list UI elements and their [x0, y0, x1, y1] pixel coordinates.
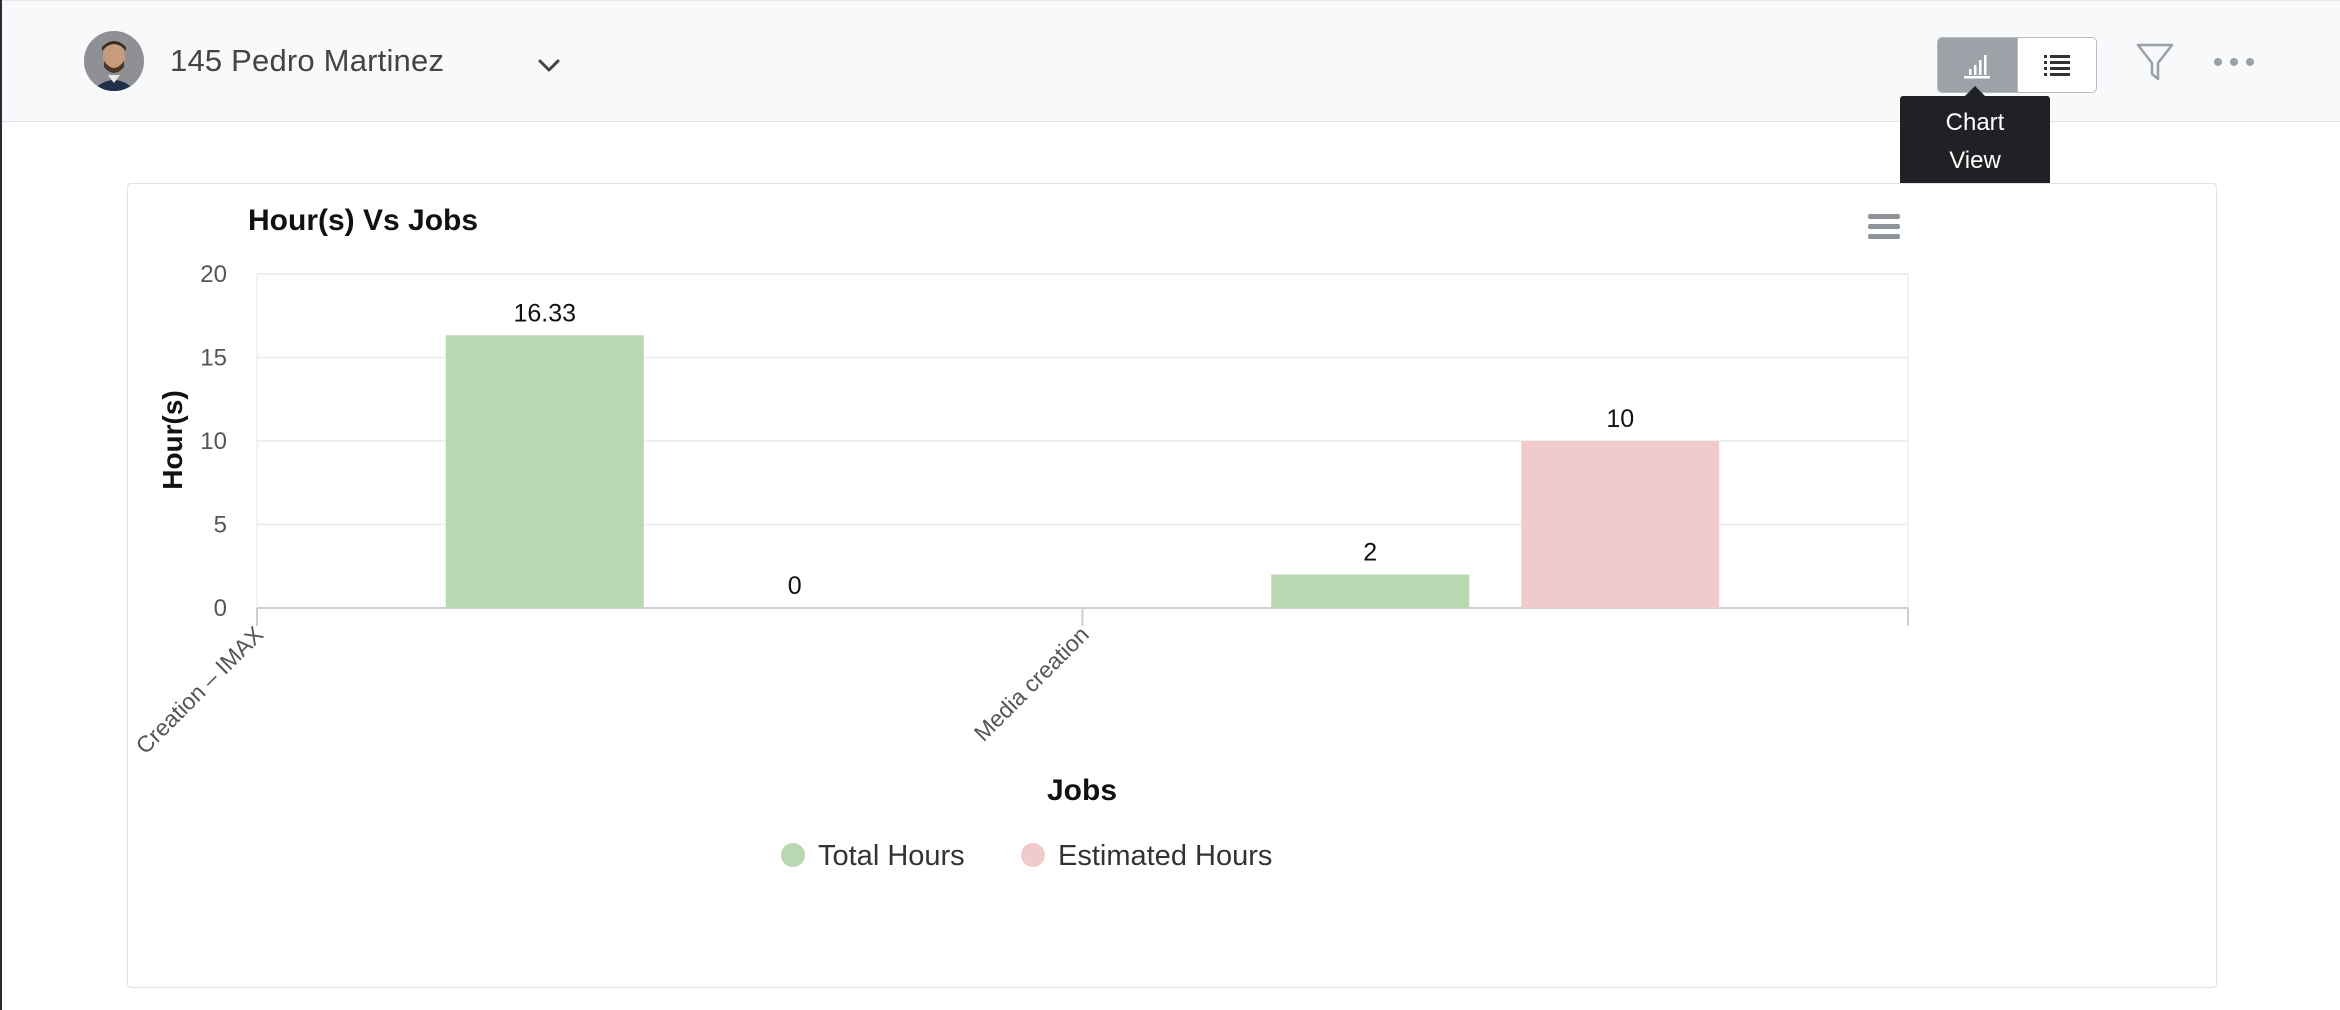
window-edge [0, 0, 2, 1010]
user-name: 145 Pedro Martinez [170, 43, 445, 78]
avatar[interactable] [84, 31, 144, 91]
chevron-down-icon[interactable] [534, 53, 564, 79]
x-tick-label: Media creation [969, 621, 1094, 746]
chart-menu-icon[interactable] [1866, 212, 1902, 242]
view-toggle [1937, 37, 2097, 93]
filter-icon[interactable] [2134, 41, 2176, 83]
data-label: 16.33 [513, 299, 576, 327]
list-view-button[interactable] [2016, 38, 2097, 92]
y-tick-label: 15 [200, 345, 227, 372]
legend-marker [1021, 843, 1045, 867]
y-tick-label: 0 [214, 595, 227, 622]
y-axis-title: Hour(s) [157, 390, 188, 490]
bar-chart-icon [1964, 55, 1991, 79]
chart-view-button[interactable] [1938, 38, 2017, 92]
tooltip-text: Chart [1945, 109, 2005, 136]
bar [445, 335, 644, 608]
chart-view-tooltip: Chart View [1900, 96, 2050, 188]
chart-title: Hour(s) Vs Jobs [248, 204, 478, 237]
more-horizontal-icon[interactable] [2212, 53, 2256, 71]
list-icon [2043, 55, 2070, 76]
tooltip-arrow [1964, 86, 1986, 97]
bar [1521, 441, 1720, 608]
data-label: 2 [1363, 539, 1377, 567]
y-tick-label: 5 [214, 512, 227, 539]
legend-label: Total Hours [818, 840, 965, 872]
legend-label: Estimated Hours [1058, 840, 1272, 872]
y-tick-label: 10 [200, 428, 227, 455]
y-tick-label: 20 [200, 261, 227, 288]
tooltip-text: View [1949, 147, 2001, 174]
data-label: 10 [1606, 405, 1634, 433]
x-tick-label: Creation – IMAX [131, 621, 269, 759]
bar [1271, 574, 1470, 608]
legend-marker [781, 843, 805, 867]
x-axis-title: Jobs [1047, 774, 1117, 807]
data-label: 0 [788, 572, 802, 600]
